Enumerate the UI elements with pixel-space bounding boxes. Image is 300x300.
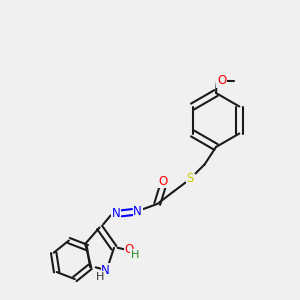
Text: O: O <box>124 243 134 256</box>
Text: N: N <box>101 264 110 277</box>
Text: O: O <box>159 175 168 188</box>
Text: N: N <box>133 205 142 218</box>
Text: O: O <box>217 74 226 87</box>
Text: S: S <box>187 172 194 185</box>
Text: N: N <box>112 207 121 220</box>
Text: H: H <box>131 250 139 260</box>
Text: H: H <box>96 272 104 282</box>
